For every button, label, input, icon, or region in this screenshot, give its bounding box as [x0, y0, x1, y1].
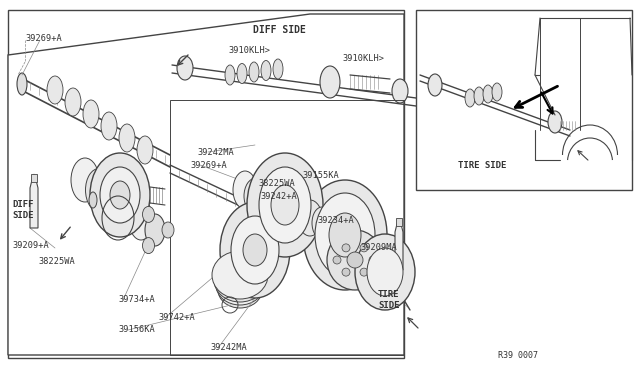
Polygon shape — [8, 14, 404, 355]
Ellipse shape — [333, 256, 341, 264]
Ellipse shape — [216, 265, 264, 305]
Ellipse shape — [100, 167, 140, 223]
Ellipse shape — [273, 59, 283, 79]
Ellipse shape — [303, 180, 387, 290]
Ellipse shape — [483, 85, 493, 103]
Ellipse shape — [237, 64, 247, 83]
Text: 39209+A: 39209+A — [12, 241, 49, 250]
Text: 39155KA: 39155KA — [302, 170, 339, 180]
Ellipse shape — [101, 112, 117, 140]
Text: 38225WA: 38225WA — [258, 179, 295, 187]
Ellipse shape — [86, 169, 113, 212]
Text: 39234+A: 39234+A — [317, 215, 354, 224]
Text: 3910KLH>: 3910KLH> — [228, 45, 270, 55]
Ellipse shape — [329, 213, 361, 257]
Polygon shape — [395, 224, 403, 270]
Ellipse shape — [367, 248, 403, 296]
Ellipse shape — [47, 76, 63, 104]
Text: TIRE SIDE: TIRE SIDE — [458, 160, 506, 170]
Text: 38225WA: 38225WA — [38, 257, 75, 266]
Ellipse shape — [255, 185, 279, 219]
Ellipse shape — [392, 79, 408, 103]
Ellipse shape — [244, 178, 268, 214]
Ellipse shape — [492, 83, 502, 101]
Ellipse shape — [177, 56, 193, 80]
Ellipse shape — [266, 192, 290, 224]
Text: DIFF
SIDE: DIFF SIDE — [12, 200, 33, 220]
Ellipse shape — [83, 100, 99, 128]
Text: 39269+A: 39269+A — [190, 160, 227, 170]
Ellipse shape — [89, 192, 97, 208]
Text: 39209MA: 39209MA — [360, 244, 397, 253]
Text: TIRE
SIDE: TIRE SIDE — [378, 290, 399, 310]
Ellipse shape — [312, 207, 332, 239]
Ellipse shape — [71, 158, 99, 202]
Ellipse shape — [342, 244, 350, 252]
Bar — [396, 218, 402, 226]
Ellipse shape — [143, 238, 154, 254]
Text: 39242MA: 39242MA — [210, 343, 247, 353]
Ellipse shape — [110, 181, 130, 209]
Ellipse shape — [129, 200, 153, 240]
Polygon shape — [8, 10, 404, 358]
Ellipse shape — [243, 234, 267, 266]
Text: 39734+A: 39734+A — [118, 295, 155, 305]
Ellipse shape — [249, 62, 259, 82]
Ellipse shape — [119, 124, 135, 152]
Ellipse shape — [428, 74, 442, 96]
Polygon shape — [30, 180, 38, 228]
Ellipse shape — [360, 268, 368, 276]
Polygon shape — [416, 10, 632, 190]
Ellipse shape — [65, 88, 81, 116]
Ellipse shape — [342, 268, 350, 276]
Text: 39242+A: 39242+A — [260, 192, 297, 201]
Ellipse shape — [100, 179, 126, 221]
Text: 39156KA: 39156KA — [118, 326, 155, 334]
Ellipse shape — [17, 73, 27, 95]
Ellipse shape — [259, 167, 311, 243]
Ellipse shape — [145, 214, 165, 246]
Ellipse shape — [369, 256, 377, 264]
Ellipse shape — [162, 222, 174, 238]
Ellipse shape — [220, 279, 260, 311]
Ellipse shape — [261, 61, 271, 80]
Ellipse shape — [327, 230, 383, 290]
Text: 39269+A: 39269+A — [25, 33, 61, 42]
Ellipse shape — [548, 111, 562, 133]
Ellipse shape — [214, 258, 266, 302]
Ellipse shape — [271, 185, 299, 225]
Ellipse shape — [115, 189, 140, 231]
Ellipse shape — [212, 251, 268, 299]
Text: 39242MA: 39242MA — [197, 148, 234, 157]
Ellipse shape — [218, 272, 262, 308]
Ellipse shape — [360, 244, 368, 252]
Ellipse shape — [315, 193, 375, 277]
Ellipse shape — [347, 252, 363, 268]
Text: 3910KLH>: 3910KLH> — [342, 54, 384, 62]
Ellipse shape — [299, 213, 323, 239]
Ellipse shape — [288, 206, 312, 234]
Ellipse shape — [298, 200, 322, 236]
Ellipse shape — [465, 89, 475, 107]
Ellipse shape — [326, 214, 342, 242]
Ellipse shape — [233, 171, 257, 209]
Ellipse shape — [474, 87, 484, 105]
Text: R39 0007: R39 0007 — [498, 350, 538, 359]
Ellipse shape — [247, 153, 323, 257]
Ellipse shape — [90, 153, 150, 237]
Ellipse shape — [340, 221, 352, 245]
Ellipse shape — [225, 65, 235, 85]
Bar — [31, 174, 37, 182]
Ellipse shape — [277, 199, 301, 229]
Ellipse shape — [137, 136, 153, 164]
Ellipse shape — [220, 202, 290, 298]
Ellipse shape — [143, 206, 154, 222]
Ellipse shape — [355, 234, 415, 310]
Ellipse shape — [231, 216, 279, 284]
Text: 39742+A: 39742+A — [158, 314, 195, 323]
Text: DIFF SIDE: DIFF SIDE — [253, 25, 306, 35]
Ellipse shape — [320, 66, 340, 98]
